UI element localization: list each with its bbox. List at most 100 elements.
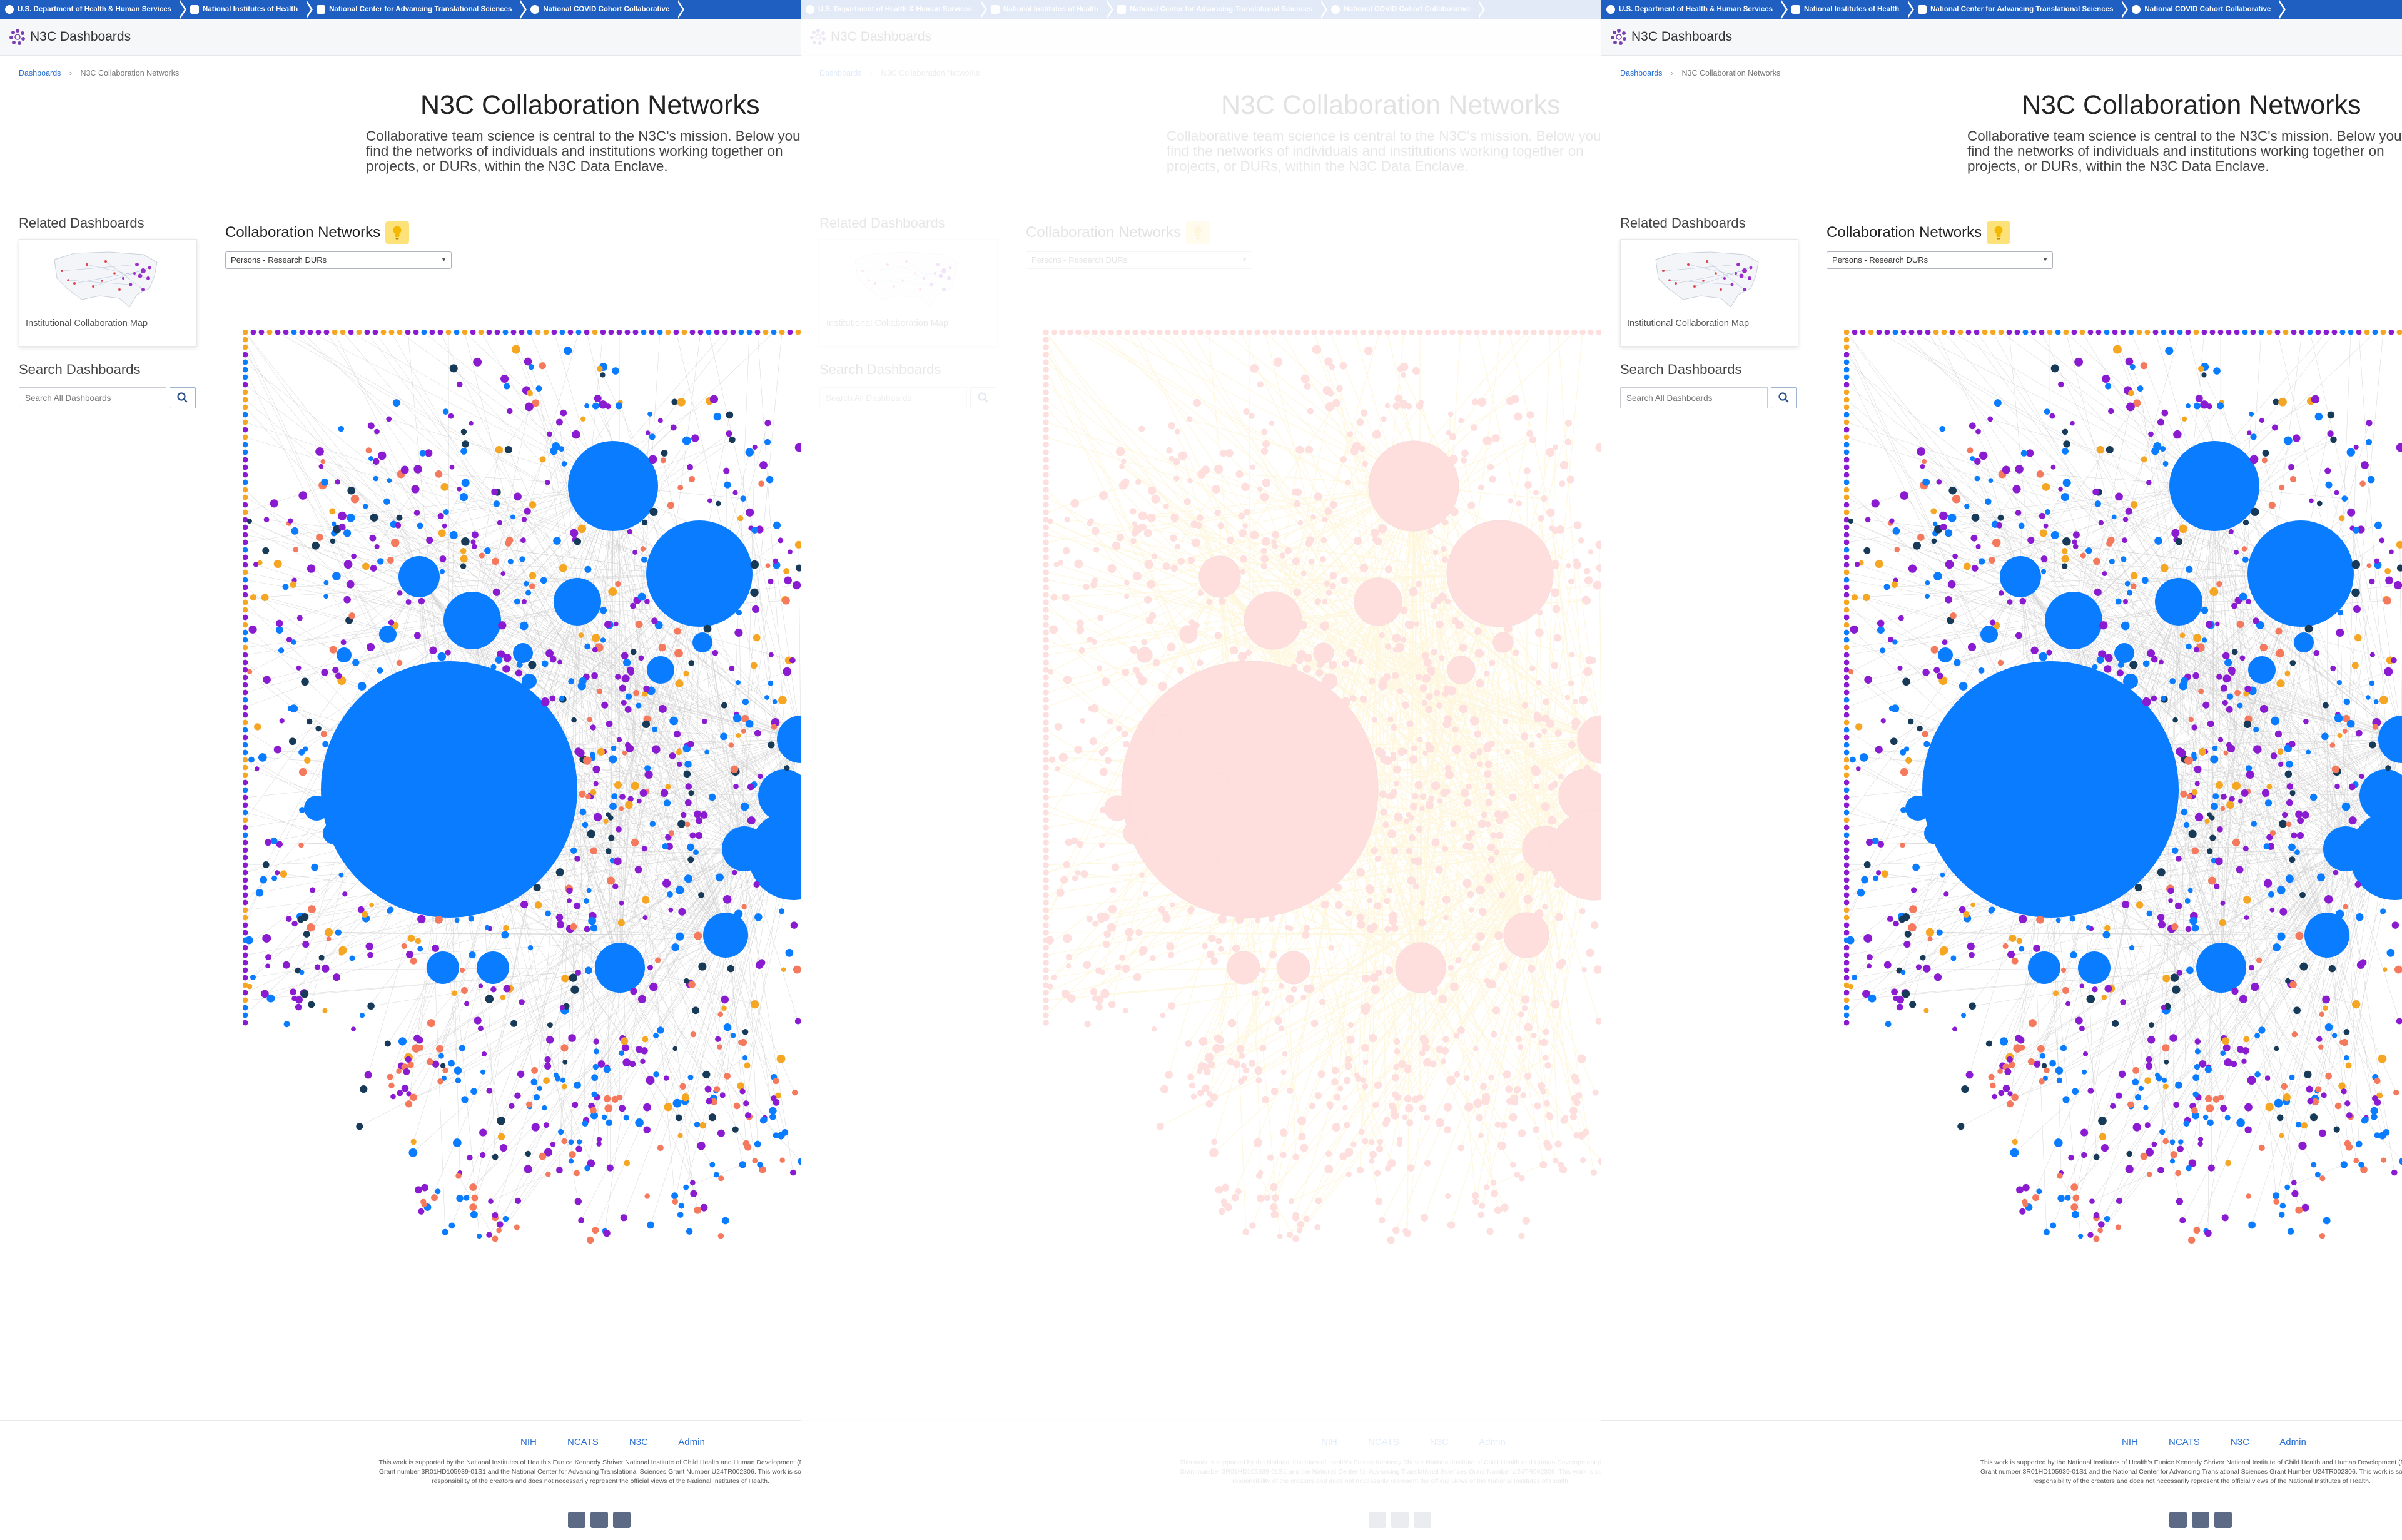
network-node[interactable]: [1391, 925, 1399, 932]
network-node[interactable]: [1043, 773, 1049, 778]
network-node[interactable]: [1261, 555, 1269, 562]
network-node[interactable]: [1184, 499, 1190, 505]
network-node[interactable]: [1437, 799, 1442, 804]
network-node[interactable]: [492, 1212, 499, 1218]
network-node[interactable]: [1555, 1141, 1562, 1148]
network-node[interactable]: [373, 476, 378, 482]
network-node[interactable]: [1593, 581, 1601, 589]
network-node[interactable]: [2073, 544, 2079, 549]
network-node[interactable]: [289, 737, 296, 745]
network-node[interactable]: [556, 914, 564, 921]
network-node[interactable]: [510, 515, 515, 520]
network-node[interactable]: [659, 705, 667, 713]
network-node[interactable]: [567, 898, 572, 903]
network-node[interactable]: [1421, 1214, 1428, 1221]
network-node[interactable]: [405, 1056, 412, 1063]
network-node[interactable]: [687, 464, 693, 470]
network-node[interactable]: [1596, 443, 1601, 452]
network-node[interactable]: [1175, 544, 1180, 549]
network-node[interactable]: [2274, 1046, 2279, 1051]
network-node[interactable]: [519, 330, 525, 335]
network-node[interactable]: [1467, 891, 1474, 898]
network-node[interactable]: [608, 815, 614, 821]
network-node[interactable]: [1844, 900, 1850, 906]
network-node[interactable]: [793, 581, 801, 589]
network-node[interactable]: [2220, 1050, 2226, 1056]
network-node[interactable]: [1083, 584, 1090, 590]
network-node[interactable]: [594, 395, 602, 402]
network-node[interactable]: [2359, 480, 2366, 487]
network-node[interactable]: [2381, 330, 2386, 335]
network-node[interactable]: [1300, 1144, 1308, 1152]
network-node[interactable]: [2259, 330, 2264, 335]
network-node[interactable]: [1533, 1127, 1539, 1133]
network-node[interactable]: [495, 446, 503, 453]
network-node[interactable]: [2289, 790, 2295, 796]
network-node[interactable]: [2157, 914, 2165, 921]
network-node[interactable]: [647, 965, 653, 970]
app-title[interactable]: N3C Dashboards: [30, 29, 131, 44]
network-node[interactable]: [1362, 975, 1369, 982]
network-node[interactable]: [327, 936, 332, 941]
network-node[interactable]: [243, 720, 248, 726]
network-node[interactable]: [440, 555, 447, 562]
network-node[interactable]: [2216, 781, 2223, 789]
network-node[interactable]: [1925, 580, 1930, 585]
network-node[interactable]: [427, 1019, 435, 1027]
network-node[interactable]: [649, 508, 657, 516]
network-node[interactable]: [2144, 1077, 2151, 1084]
network-node[interactable]: [524, 508, 531, 515]
network-node[interactable]: [312, 542, 320, 550]
network-node[interactable]: [1377, 330, 1382, 335]
network-node[interactable]: [753, 445, 758, 450]
network-node[interactable]: [1100, 807, 1106, 813]
network-node[interactable]: [651, 617, 658, 624]
network-node[interactable]: [1844, 360, 1850, 365]
network-node[interactable]: [243, 712, 248, 718]
network-hub-node[interactable]: [1493, 632, 1513, 652]
network-node[interactable]: [1393, 766, 1401, 773]
network-node[interactable]: [2316, 330, 2321, 335]
network-node[interactable]: [405, 1100, 412, 1107]
network-node[interactable]: [1043, 780, 1049, 786]
network-node[interactable]: [790, 1170, 796, 1176]
network-node[interactable]: [2063, 479, 2071, 487]
network-node[interactable]: [622, 674, 630, 682]
network-node[interactable]: [366, 447, 372, 453]
network-node[interactable]: [1922, 479, 1930, 486]
network-node[interactable]: [487, 330, 492, 335]
network-node[interactable]: [1256, 1078, 1262, 1083]
network-node[interactable]: [628, 796, 634, 802]
network-node[interactable]: [2270, 908, 2275, 913]
network-node[interactable]: [1282, 1051, 1287, 1056]
network-node[interactable]: [1478, 820, 1486, 828]
network-hub-node[interactable]: [1905, 796, 1930, 821]
app-title[interactable]: N3C Dashboards: [1631, 29, 1732, 44]
network-node[interactable]: [1046, 936, 1054, 945]
network-node[interactable]: [243, 652, 248, 658]
network-node[interactable]: [1243, 1068, 1249, 1073]
network-node[interactable]: [1523, 1217, 1530, 1225]
network-node[interactable]: [351, 1026, 356, 1031]
network-node[interactable]: [531, 1067, 538, 1074]
network-node[interactable]: [1043, 945, 1049, 951]
network-node[interactable]: [1344, 330, 1350, 335]
network-node[interactable]: [690, 1180, 696, 1185]
network-node[interactable]: [691, 434, 699, 442]
network-node[interactable]: [1043, 765, 1049, 771]
network-node[interactable]: [488, 1198, 494, 1204]
network-node[interactable]: [1043, 690, 1049, 696]
network-node[interactable]: [2176, 747, 2184, 756]
related-dashboard-card[interactable]: Institutional Collaboration Map: [819, 239, 998, 347]
network-node[interactable]: [1043, 863, 1049, 868]
network-node[interactable]: [469, 951, 475, 958]
network-node[interactable]: [524, 581, 529, 587]
network-node[interactable]: [529, 583, 535, 589]
network-node[interactable]: [2214, 884, 2219, 889]
network-node[interactable]: [1442, 896, 1450, 903]
network-node[interactable]: [2000, 1037, 2008, 1045]
network-node[interactable]: [784, 577, 792, 585]
network-node[interactable]: [2141, 456, 2147, 462]
network-node[interactable]: [649, 455, 657, 464]
network-node[interactable]: [1489, 660, 1495, 666]
